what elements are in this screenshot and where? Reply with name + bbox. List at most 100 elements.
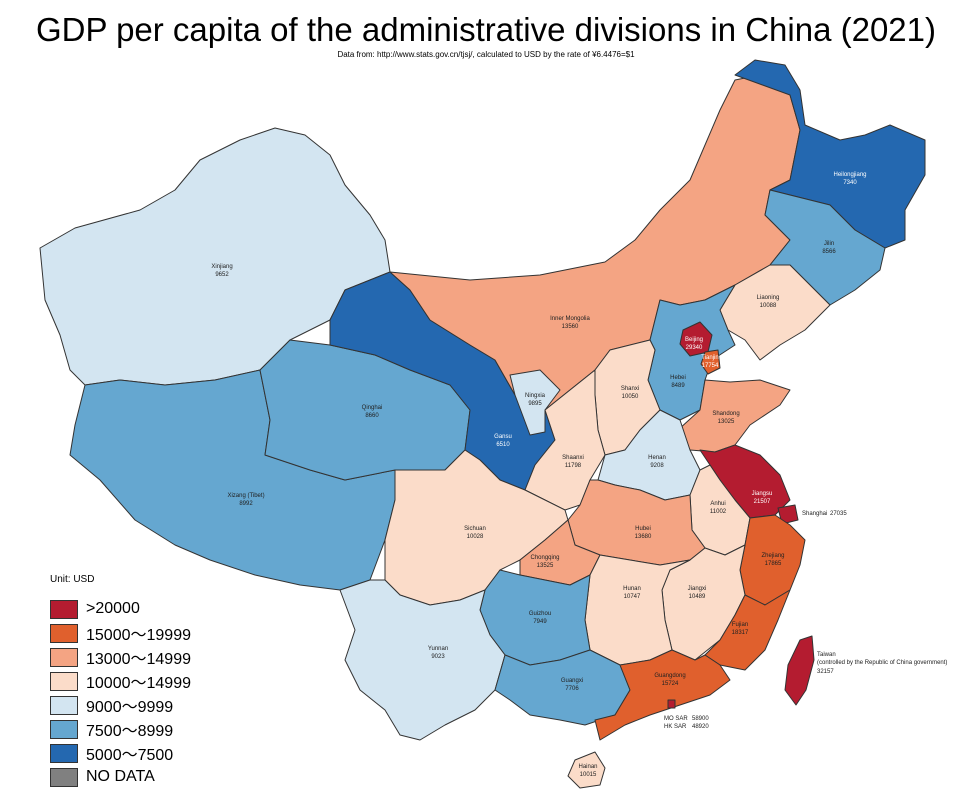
region-tianjin[interactable] (700, 349, 721, 375)
legend-swatch (50, 671, 78, 691)
label-shandong-value: 13025 (718, 419, 735, 425)
label-mo-sar-name: MO SAR (664, 716, 688, 722)
region-zhejiang[interactable] (739, 514, 806, 606)
legend-label: 10000～14999 (86, 675, 191, 692)
label-anhui-value: 11002 (710, 509, 727, 515)
legend-item: NO DATA (50, 765, 191, 789)
label-taiwan-name: Taiwan (817, 652, 836, 658)
label-guangdong-name: Guangdong (654, 673, 685, 679)
label-beijing-name: Beijing (685, 337, 703, 343)
region-hk-mo-sar[interactable] (667, 699, 676, 709)
label-guangxi-value: 7706 (565, 686, 579, 692)
label-tianjin-value: 17754 (702, 363, 719, 369)
label-sichuan-value: 10028 (467, 534, 484, 540)
label-taiwan-value: 32157 (817, 669, 834, 675)
label-jiangsu-value: 21507 (754, 499, 771, 505)
label-beijing-value: 29340 (686, 345, 703, 351)
region-ningxia[interactable] (509, 369, 561, 436)
region-guangxi[interactable] (494, 649, 631, 726)
legend-swatch (50, 767, 78, 787)
legend-label: 7500～8999 (86, 723, 174, 740)
label-hainan-name: Hainan (578, 764, 597, 770)
legend-item: 13000～14999 (50, 645, 191, 669)
label-hunan-name: Hunan (623, 586, 641, 592)
label-ningxia-value: 9895 (528, 401, 542, 407)
label-hk-sar-value: 48920 (692, 724, 709, 730)
label-yunnan-name: Yunnan (428, 646, 448, 652)
label-shaanxi-value: 11798 (565, 463, 582, 469)
label-shaanxi-name: Shaanxi (562, 455, 584, 461)
label-heilongjiang-value: 7340 (843, 180, 857, 186)
label-inner-mongolia-name: Inner Mongolia (550, 316, 590, 322)
label-liaoning-name: Liaoning (757, 295, 780, 301)
label-gansu-name: Gansu (494, 434, 512, 440)
label-gansu-value: 6510 (496, 442, 510, 448)
legend: >20000 15000～19999 13000～14999 10000～149… (50, 597, 191, 789)
label-shanghai-value: 27035 (830, 511, 847, 517)
label-hebei-name: Hebei (670, 375, 686, 381)
label-heilongjiang-name: Heilongjiang (833, 172, 866, 178)
label-guizhou-value: 7949 (533, 619, 547, 625)
label-anhui-name: Anhui (710, 501, 725, 507)
label-liaoning-value: 10088 (760, 303, 777, 309)
label-jilin-name: Jilin (824, 241, 834, 247)
legend-swatch (50, 719, 78, 739)
label-guizhou-name: Guizhou (529, 611, 551, 617)
region-fujian[interactable] (704, 589, 791, 671)
legend-swatch (50, 623, 78, 643)
label-guangdong-value: 15724 (662, 681, 679, 687)
legend-item: 9000～9999 (50, 693, 191, 717)
label-henan-name: Henan (648, 455, 666, 461)
region-hainan[interactable] (567, 751, 606, 789)
legend-item: 7500～8999 (50, 717, 191, 741)
label-jilin-value: 8566 (822, 249, 836, 255)
region-heilongjiang[interactable] (734, 59, 926, 249)
label-hubei-value: 13680 (635, 534, 652, 540)
legend-swatch (50, 647, 78, 667)
side-annotations: Shanghai 27035 Taiwan (controlled by the… (664, 511, 947, 730)
legend-label: NO DATA (86, 768, 155, 785)
label-shandong-name: Shandong (712, 411, 739, 417)
label-shanxi-value: 10050 (622, 394, 639, 400)
label-mo-sar-value: 58900 (692, 716, 709, 722)
label-qinghai-value: 8660 (365, 413, 379, 419)
label-hk-sar-name: HK SAR (664, 724, 687, 730)
legend-label: 9000～9999 (86, 699, 174, 716)
legend-label: >20000 (86, 600, 140, 617)
label-henan-value: 9208 (650, 463, 664, 469)
label-xizang-name: Xizang (Tibet) (227, 493, 264, 499)
region-guangdong[interactable] (594, 649, 731, 741)
label-jiangsu-name: Jiangsu (752, 491, 773, 497)
legend-unit: Unit: USD (50, 574, 95, 585)
map-subtitle: Data from: http://www.stats.gov.cn/tjsj/… (337, 50, 635, 59)
map-title: GDP per capita of the administrative div… (35, 11, 936, 48)
label-fujian-name: Fujian (732, 622, 748, 628)
label-zhejiang-name: Zhejiang (761, 553, 784, 559)
region-taiwan[interactable] (784, 635, 815, 706)
label-qinghai-name: Qinghai (362, 405, 383, 411)
label-hebei-value: 8489 (671, 383, 685, 389)
legend-item: >20000 (50, 597, 191, 621)
label-shanxi-name: Shanxi (621, 386, 639, 392)
label-shanghai-name: Shanghai (802, 511, 827, 517)
region-yunnan[interactable] (339, 579, 506, 741)
label-hainan-value: 10015 (580, 772, 597, 778)
label-inner-mongolia-value: 13560 (562, 324, 579, 330)
legend-label: 15000～19999 (86, 627, 191, 644)
label-xinjiang-value: 9652 (215, 272, 229, 278)
label-hunan-value: 10747 (624, 594, 641, 600)
label-fujian-value: 18317 (732, 630, 749, 636)
legend-swatch (50, 695, 78, 715)
label-jiangxi-name: Jiangxi (688, 586, 707, 592)
region-jilin[interactable] (764, 189, 886, 306)
label-zhejiang-value: 17865 (765, 561, 782, 567)
legend-item: 15000～19999 (50, 621, 191, 645)
legend-label: 13000～14999 (86, 651, 191, 668)
label-sichuan-name: Sichuan (464, 526, 486, 532)
legend-item: 5000～7500 (50, 741, 191, 765)
legend-item: 10000～14999 (50, 669, 191, 693)
label-jiangxi-value: 10489 (689, 594, 706, 600)
label-chongqing-value: 13525 (537, 563, 554, 569)
label-ningxia-name: Ningxia (525, 393, 546, 399)
